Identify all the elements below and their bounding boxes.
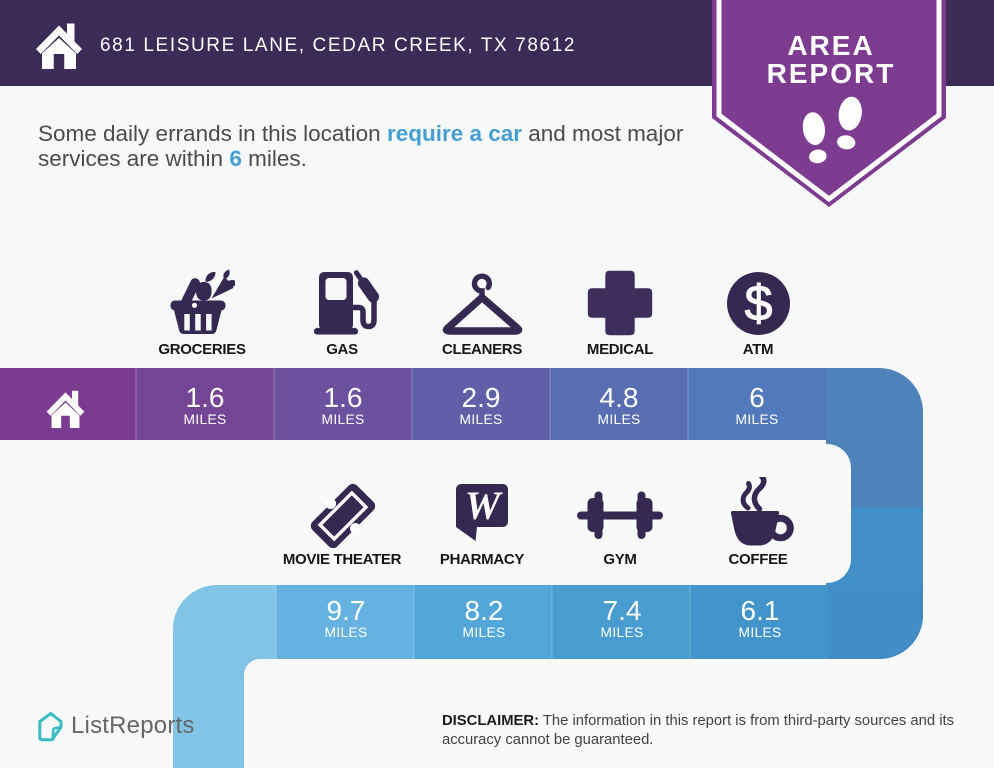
svg-text:W: W [465, 483, 503, 528]
svg-text:$: $ [745, 275, 773, 331]
